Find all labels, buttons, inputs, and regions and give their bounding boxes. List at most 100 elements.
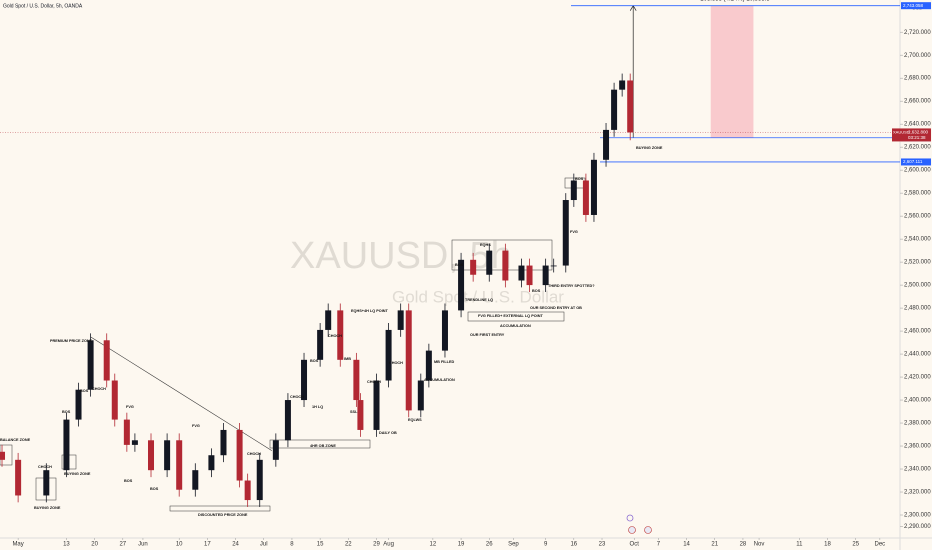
y-tick-label: 2,600.000: [904, 168, 931, 174]
annotation: CHOCH: [389, 361, 403, 365]
candle: [550, 258, 557, 273]
price-label-bg: [892, 128, 931, 142]
annotation: CHOCH: [290, 395, 304, 399]
candle-body: [75, 389, 82, 420]
y-tick-label: 2,620.000: [904, 145, 931, 151]
candle-body: [236, 429, 243, 481]
x-tick-label: Aug: [383, 542, 394, 548]
annotation: BOS: [455, 263, 464, 267]
x-tick-label: 12: [430, 542, 437, 548]
y-tick-label: 2,360.000: [904, 444, 931, 450]
candle: [337, 303, 344, 367]
y-tick-label: 2,480.000: [904, 306, 931, 312]
candle-body: [353, 359, 360, 401]
candle-body: [43, 470, 50, 496]
candle-body: [562, 200, 569, 266]
candle-body: [15, 459, 22, 496]
candle-body: [220, 429, 227, 456]
annotation: CHOCH: [367, 380, 381, 384]
candle: [208, 448, 215, 478]
y-tick-label: 2,540.000: [904, 237, 931, 243]
annotation: ACCUMULATION: [500, 324, 531, 328]
x-tick-label: 13: [63, 542, 70, 548]
candle-body: [526, 265, 533, 286]
candle: [590, 152, 597, 222]
x-tick-label: 11: [796, 542, 803, 548]
candle-body: [176, 440, 183, 490]
x-tick-label: 24: [232, 542, 239, 548]
price-value: 2,632.800: [908, 130, 929, 135]
annotation: BOS: [150, 487, 159, 491]
candle-body: [518, 265, 525, 281]
candle-body: [272, 440, 279, 460]
x-tick-label: Jul: [260, 542, 268, 548]
y-tick-label: 2,460.000: [904, 329, 931, 335]
x-tick-label: 28: [740, 542, 747, 548]
candle: [397, 303, 404, 337]
candle: [526, 258, 533, 292]
candle: [317, 323, 324, 367]
candle-body: [542, 265, 549, 286]
annotation: BOS: [124, 479, 133, 483]
x-tick-label: May: [12, 542, 23, 548]
annotation: BUYING ZONE: [636, 146, 663, 150]
x-tick-label: 22: [345, 542, 352, 548]
candle-body: [627, 80, 634, 133]
annotation: IMB: [344, 357, 351, 361]
candle: [123, 412, 130, 452]
x-tick-label: 9: [544, 542, 548, 548]
x-tick-label: 27: [119, 542, 126, 548]
candle-body: [619, 80, 626, 90]
annotation: BUYING ZONE: [64, 472, 91, 476]
candle: [325, 303, 332, 337]
candle: [417, 373, 424, 418]
candle: [619, 73, 626, 97]
level-label: 2,607.111: [903, 159, 923, 164]
candle-body: [123, 419, 130, 445]
y-tick-label: 2,320.000: [904, 490, 931, 496]
candle: [301, 352, 308, 407]
x-tick-label: 17: [204, 542, 211, 548]
candle: [236, 423, 243, 488]
y-tick-label: 2,680.000: [904, 76, 931, 82]
candle-body: [582, 180, 589, 215]
level-label-bg: [901, 2, 931, 10]
candle: [15, 452, 22, 503]
candle: [131, 433, 138, 452]
candle-body: [317, 329, 324, 360]
annotation: EQHS: [480, 243, 491, 247]
y-tick-label: 2,580.000: [904, 191, 931, 197]
candle: [63, 412, 70, 478]
candle: [570, 173, 577, 207]
price-axis: [900, 0, 932, 550]
candle-body: [256, 459, 263, 501]
candle: [75, 382, 82, 427]
annotation: CHOCH: [247, 452, 261, 456]
candle-body: [192, 470, 199, 490]
candle-body: [441, 310, 448, 351]
candle: [272, 433, 279, 467]
x-tick-label: 20: [91, 542, 98, 548]
y-tick-label: 2,640.000: [904, 122, 931, 128]
watermark-sub: Gold Spot / U.S. Dollar: [392, 287, 564, 306]
annotation: FVG: [126, 405, 134, 409]
annotation: FVG: [192, 424, 200, 428]
candle: [220, 423, 227, 463]
candle-body: [164, 440, 171, 471]
candle-body: [357, 400, 364, 430]
y-tick-label: 2,500.000: [904, 283, 931, 289]
candle: [284, 393, 291, 448]
annotation: THIRD ENTRY SPOTTED?: [548, 284, 595, 288]
annotation: OUR SECOND ENTRY AT OB: [530, 306, 582, 310]
annotation: DAILY OB: [379, 431, 397, 435]
candle-body: [111, 380, 118, 420]
candle: [542, 258, 549, 292]
measure-label: 108.833 (4.14%) 10,883.3: [700, 0, 770, 2]
annotation: CHOCH: [328, 334, 342, 338]
annotation: BOS: [575, 177, 584, 181]
annotation: FVG FILLED+ EXTERNAL LQ POINT: [478, 314, 543, 318]
candle: [486, 243, 493, 282]
